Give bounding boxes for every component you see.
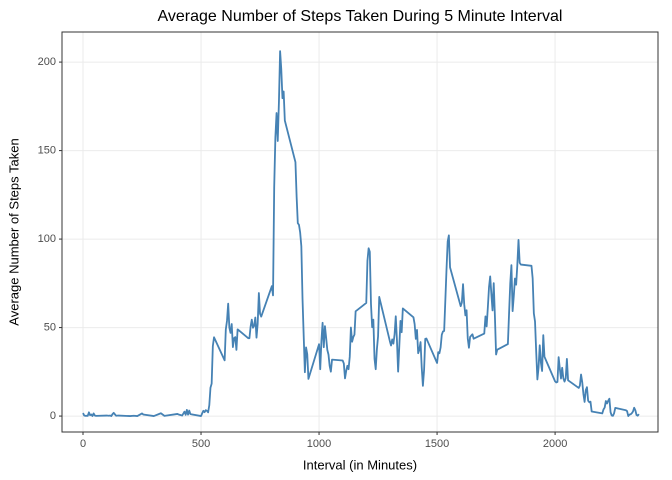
y-tick-label: 150 [38,144,56,156]
chart-title: Average Number of Steps Taken During 5 M… [158,8,563,25]
y-tick-label: 0 [50,410,56,422]
x-tick-label: 500 [192,438,210,450]
y-tick-label: 100 [38,233,56,245]
data-line [82,50,640,417]
x-tick-label: 1000 [307,438,331,450]
x-axis-label: Interval (in Minutes) [303,457,417,472]
x-tick-label: 0 [80,438,86,450]
y-axis-label: Average Number of Steps Taken [6,138,21,325]
x-tick-label: 2000 [543,438,567,450]
y-tick-label: 200 [38,56,56,68]
x-tick-label: 1500 [425,438,449,450]
y-tick-label: 50 [44,321,56,333]
panel-border [61,31,659,433]
